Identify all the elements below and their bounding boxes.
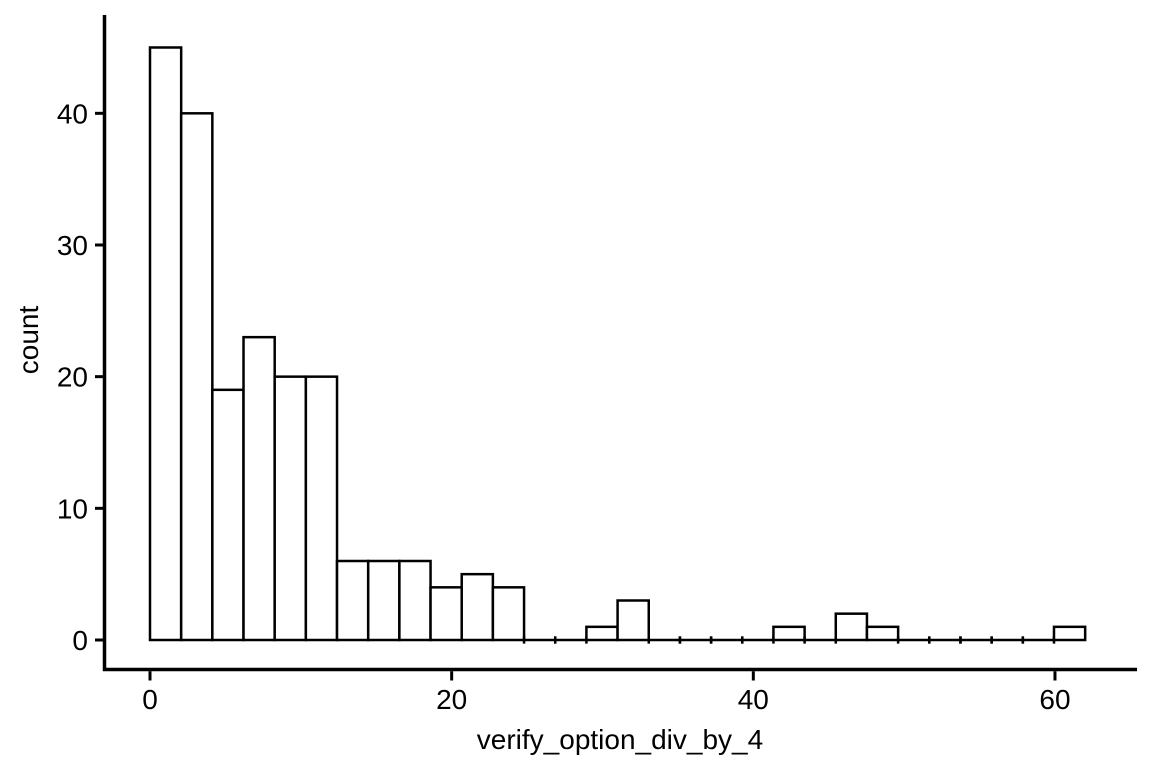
histogram-zero-bin <box>678 636 713 644</box>
histogram-bar <box>865 625 900 642</box>
histogram-zero-bin <box>1021 636 1056 644</box>
histogram-zero-bin <box>990 636 1025 644</box>
x-axis-ticks: 0 20 40 60 <box>142 671 1071 715</box>
histogram-bar <box>211 388 245 642</box>
axes-layer <box>102 15 1137 672</box>
y-tick-label: 30 <box>57 230 88 261</box>
bars-layer <box>148 46 1087 644</box>
y-tick-label: 40 <box>57 98 88 129</box>
histogram-bar <box>398 559 432 642</box>
histogram-bar <box>429 586 463 642</box>
histogram-zero-bin <box>803 636 838 644</box>
histogram-zero-bin <box>928 636 962 644</box>
axis-lines <box>102 15 1137 672</box>
histogram-bar <box>273 375 308 642</box>
histogram-bar <box>772 625 806 642</box>
y-tick-label: 20 <box>57 362 88 393</box>
histogram-bar <box>335 559 370 642</box>
histogram-bar <box>179 112 214 642</box>
histogram-zero-bin <box>896 636 931 644</box>
histogram-zero-bin <box>522 636 557 644</box>
histogram-bar <box>148 46 183 642</box>
x-axis-title: verify_option_div_by_4 <box>477 724 763 755</box>
y-axis-ticks: 0 10 20 30 40 <box>57 98 105 656</box>
histogram-zero-bin <box>709 636 744 644</box>
histogram-bar <box>585 625 619 642</box>
histogram-zero-bin <box>959 636 993 644</box>
histogram-bar <box>460 572 495 642</box>
histogram-zero-bin <box>553 636 588 644</box>
histogram-bar <box>616 599 651 642</box>
x-tick-label: 60 <box>1039 684 1070 715</box>
histogram-zero-bin <box>741 636 775 644</box>
x-tick-label: 20 <box>436 684 467 715</box>
y-axis-title: count <box>13 306 44 375</box>
histogram-bar <box>304 375 339 642</box>
histogram-bar <box>1052 625 1087 642</box>
histogram-bar <box>834 612 869 642</box>
y-tick-label: 0 <box>72 625 88 656</box>
x-tick-label: 40 <box>738 684 769 715</box>
histogram-bar <box>491 586 526 642</box>
histogram-bar <box>366 559 401 642</box>
y-tick-label: 10 <box>57 493 88 524</box>
histogram-bar <box>242 335 276 642</box>
histogram-zero-bin <box>647 636 682 644</box>
x-tick-label: 0 <box>142 684 158 715</box>
